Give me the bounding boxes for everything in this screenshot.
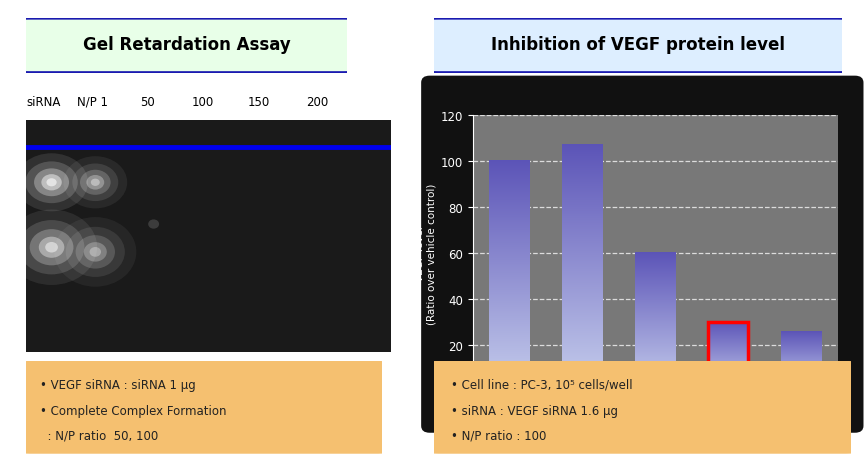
Text: • VEGF siRNA : siRNA 1 μg: • VEGF siRNA : siRNA 1 μg (40, 378, 196, 391)
Ellipse shape (19, 220, 84, 275)
FancyBboxPatch shape (16, 19, 357, 74)
Text: Gel Retardation Assay: Gel Retardation Assay (82, 36, 291, 54)
Text: 200: 200 (306, 95, 329, 108)
Ellipse shape (6, 210, 97, 285)
Text: 150: 150 (247, 95, 270, 108)
Text: 100: 100 (192, 95, 214, 108)
Ellipse shape (34, 169, 69, 197)
Text: • Complete Complex Formation: • Complete Complex Formation (40, 404, 227, 417)
Ellipse shape (89, 247, 101, 257)
FancyBboxPatch shape (19, 361, 389, 454)
Text: Inhibition of VEGF protein level: Inhibition of VEGF protein level (491, 36, 785, 54)
Ellipse shape (84, 243, 107, 262)
FancyBboxPatch shape (422, 19, 854, 74)
Ellipse shape (76, 236, 115, 269)
Ellipse shape (47, 179, 56, 187)
Text: • N/P ratio : 100: • N/P ratio : 100 (450, 429, 546, 442)
FancyBboxPatch shape (425, 361, 859, 454)
Text: • siRNA : VEGF siRNA 1.6 μg: • siRNA : VEGF siRNA 1.6 μg (450, 404, 618, 417)
Text: siRNA: siRNA (26, 95, 61, 108)
Ellipse shape (55, 218, 136, 287)
Y-axis label: VEGF level
(Ratio over vehicle control): VEGF level (Ratio over vehicle control) (415, 183, 437, 324)
Text: : N/P ratio  50, 100: : N/P ratio 50, 100 (40, 429, 159, 442)
Ellipse shape (66, 227, 125, 277)
Ellipse shape (25, 162, 78, 204)
Text: • Cell line : PC-3, 10⁵ cells/well: • Cell line : PC-3, 10⁵ cells/well (450, 378, 632, 391)
Ellipse shape (91, 179, 100, 187)
Ellipse shape (42, 175, 62, 191)
Ellipse shape (45, 243, 58, 253)
Ellipse shape (148, 220, 159, 229)
FancyBboxPatch shape (421, 76, 864, 433)
Ellipse shape (30, 230, 74, 266)
Ellipse shape (72, 164, 118, 201)
Bar (708, 322, 748, 391)
Ellipse shape (63, 157, 128, 209)
Ellipse shape (39, 237, 64, 258)
Ellipse shape (80, 170, 110, 195)
Text: N/P 1: N/P 1 (76, 95, 108, 108)
Ellipse shape (87, 175, 104, 190)
Text: 50: 50 (141, 95, 155, 108)
Ellipse shape (15, 154, 88, 212)
